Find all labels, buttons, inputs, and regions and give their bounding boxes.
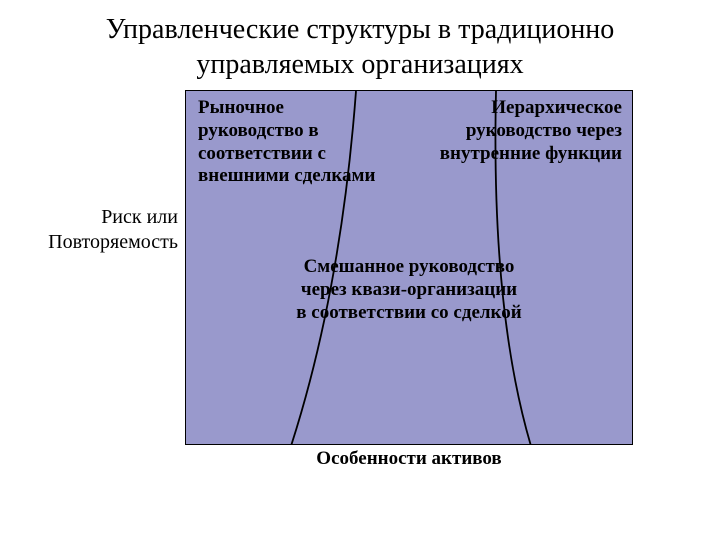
region-center-label: Смешанное руководство через квази-органи… <box>294 256 524 324</box>
page-title: Управленческие структуры в традиционно у… <box>0 0 720 90</box>
diagram-area: Риск или Повторяемость Рыночное руководс… <box>0 90 720 510</box>
region-left-label: Рыночное руководство в соответствии с вн… <box>198 97 388 188</box>
axis-x-label: Особенности активов <box>185 448 633 470</box>
plot-box: Рыночное руководство в соответствии с вн… <box>185 90 633 445</box>
axis-y-label: Риск или Повторяемость <box>8 205 178 255</box>
region-right-label: Иерархическое руководство через внутренн… <box>422 97 622 165</box>
